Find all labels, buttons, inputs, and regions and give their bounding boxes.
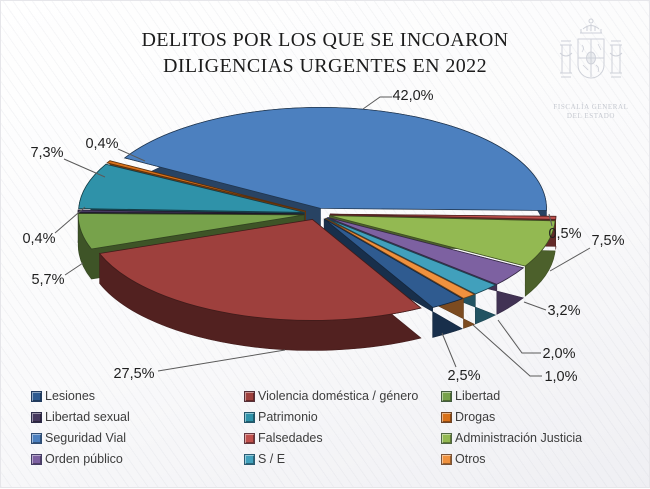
legend-item-administracion-justicia: Administración Justicia (441, 431, 625, 445)
legend-marker-lesiones (31, 390, 42, 402)
legend-marker-administracion-justicia (441, 432, 452, 444)
legend-label: Lesiones (45, 389, 96, 403)
leader-line-administracion-justicia (549, 247, 591, 272)
legend-marker-seguridad-vial (31, 432, 42, 444)
pie-slice-violencia-domestica-genero (98, 219, 422, 321)
legend-item-drogas: Drogas (441, 410, 625, 424)
legend-label: Violencia doméstica / género (258, 389, 419, 403)
chart-legend: Lesiones Violencia doméstica / género Libe… (31, 389, 625, 466)
leader-line-otros (472, 324, 542, 377)
legend-item-violencia-domestica-genero: Violencia doméstica / género (244, 389, 441, 403)
pie-slice-lesiones (323, 218, 464, 308)
pie-slice-drogas (106, 160, 306, 212)
percent-label-seguridad-vial: 42,0% (392, 88, 433, 104)
legend-label: Libertad sexual (45, 410, 130, 424)
legend-label: Drogas (455, 410, 496, 424)
percent-label-patrimonio: 7,3% (30, 145, 63, 161)
legend-label: Orden público (45, 452, 123, 466)
leader-line-violencia-domestica-genero (157, 349, 286, 372)
watermark-text-line2: DEL ESTADO (566, 112, 616, 120)
legend-label: Libertad (455, 389, 501, 403)
percent-label-lesiones: 2,5% (447, 368, 480, 384)
legend-marker-violencia-domestica-genero (244, 390, 255, 402)
legend-marker-drogas (441, 411, 452, 423)
percent-label-libertad: 5,7% (31, 272, 64, 288)
legend-item-libertad: Libertad (441, 389, 625, 403)
legend-marker-orden-publico (31, 453, 42, 465)
legend-label: Otros (455, 452, 486, 466)
legend-item-seguridad-vial: Seguridad Vial (31, 431, 244, 445)
leader-line-libertad-sexual (54, 206, 86, 234)
pie-slice-orden-publico (327, 217, 525, 285)
fiscalia-watermark: FISCALÍA GENERAL DEL ESTADO (549, 15, 633, 121)
legend-item-otros: Otros (441, 452, 625, 466)
leader-line-orden-publico (523, 301, 547, 311)
legend-item-libertad-sexual: Libertad sexual (31, 410, 244, 424)
pie-slice-s-e (325, 217, 497, 295)
pie-slice-otros (325, 218, 476, 299)
watermark-text-line1: FISCALÍA GENERAL (553, 103, 629, 111)
pie-slice-seguridad-vial (123, 107, 547, 211)
legend-item-patrimonio: Patrimonio (244, 410, 441, 424)
percent-label-administracion-justicia: 7,5% (591, 233, 624, 249)
legend-label: Falsedades (258, 431, 323, 445)
leader-line-seguridad-vial (362, 96, 392, 110)
legend-label: Seguridad Vial (45, 431, 127, 445)
pie-slice-administracion-justicia (329, 215, 556, 267)
percent-label-orden-publico: 3,2% (547, 303, 580, 319)
legend-marker-s-e (244, 453, 255, 465)
leader-line-drogas (117, 148, 146, 162)
pie-slice-patrimonio (78, 163, 305, 213)
legend-label: S / E (258, 452, 286, 466)
chart-title-line1: DELITOS POR LOS QUE SE INCOARON (141, 29, 509, 51)
leader-line-falsedades (548, 213, 553, 227)
leader-line-lesiones (441, 332, 457, 368)
chart-title-line2: DILIGENCIAS URGENTES EN 2022 (163, 55, 487, 77)
percent-label-libertad-sexual: 0,4% (22, 231, 55, 247)
legend-marker-falsedades (244, 432, 255, 444)
leader-line-s-e (497, 319, 541, 354)
legend-marker-libertad-sexual (31, 411, 42, 423)
coat-of-arms-icon (559, 18, 623, 79)
legend-marker-patrimonio (244, 411, 255, 423)
percent-label-drogas: 0,4% (85, 136, 118, 152)
percent-label-otros: 1,0% (544, 369, 577, 385)
legend-label: Administración Justicia (455, 431, 583, 445)
legend-marker-otros (441, 453, 452, 465)
legend-label: Patrimonio (258, 410, 318, 424)
legend-item-s-e: S / E (244, 452, 441, 466)
legend-item-orden-publico: Orden público (31, 452, 244, 466)
legend-marker-libertad (441, 390, 452, 402)
percent-label-violencia-domestica-genero: 27,5% (113, 366, 154, 382)
chart-title: DELITOS POR LOS QUE SE INCOARON DILIGENC… (1, 27, 649, 79)
leader-line-libertad (64, 262, 84, 276)
percent-label-falsedades: 0,5% (548, 226, 581, 242)
legend-item-lesiones: Lesiones (31, 389, 244, 403)
percent-label-s-e: 2,0% (542, 346, 575, 362)
pie-slice-falsedades (329, 213, 557, 220)
leader-line-patrimonio (63, 158, 106, 178)
legend-item-falsedades: Falsedades (244, 431, 441, 445)
